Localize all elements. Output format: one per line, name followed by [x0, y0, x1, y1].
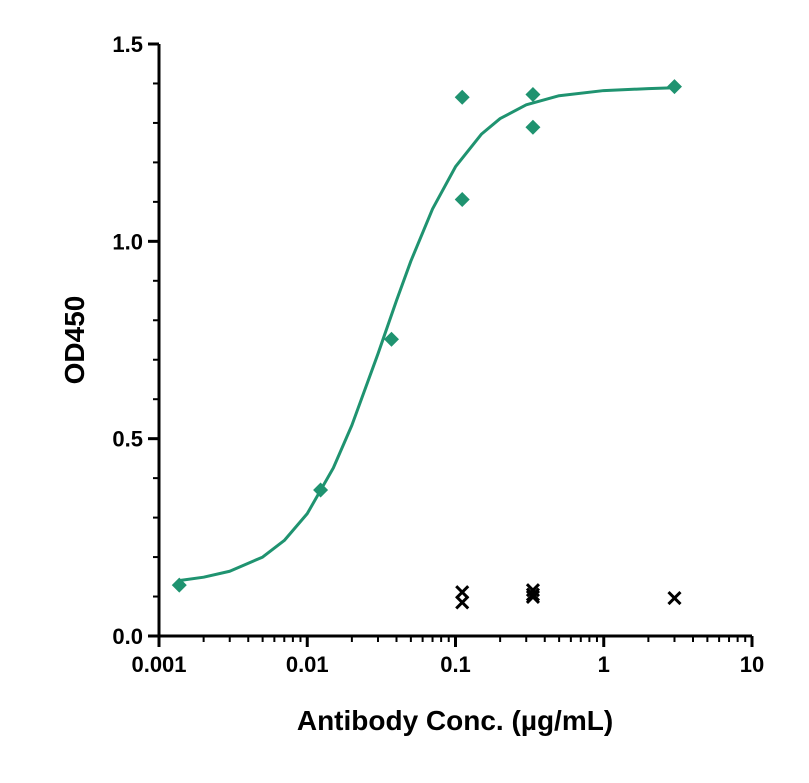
x-tick-label: 0.01	[286, 652, 329, 677]
y-axis-title: OD450	[59, 296, 90, 385]
fit-curve	[180, 86, 675, 582]
data-point	[525, 87, 541, 103]
data-point	[667, 591, 682, 606]
y-tick-label: 0.5	[112, 427, 143, 452]
data-point	[525, 119, 541, 135]
data-point	[666, 79, 682, 95]
data-point	[525, 587, 541, 602]
x-tick-label: 1	[598, 652, 610, 677]
y-tick-label: 0.0	[112, 624, 143, 649]
data-point	[525, 589, 541, 604]
data-point	[455, 595, 470, 610]
x-tick-label: 0.1	[440, 652, 471, 677]
x-tick-label: 0.001	[131, 652, 186, 677]
y-tick-label: 1.0	[112, 229, 143, 254]
data-point	[171, 577, 187, 593]
x-tick-label: 10	[740, 652, 764, 677]
data-point	[455, 585, 470, 600]
data-point	[454, 191, 470, 207]
data-point	[383, 331, 399, 347]
y-tick-label: 1.5	[112, 32, 143, 57]
data-point	[454, 89, 470, 105]
data-point	[313, 482, 329, 498]
x-axis-title: Antibody Conc. (µg/mL)	[297, 705, 613, 736]
